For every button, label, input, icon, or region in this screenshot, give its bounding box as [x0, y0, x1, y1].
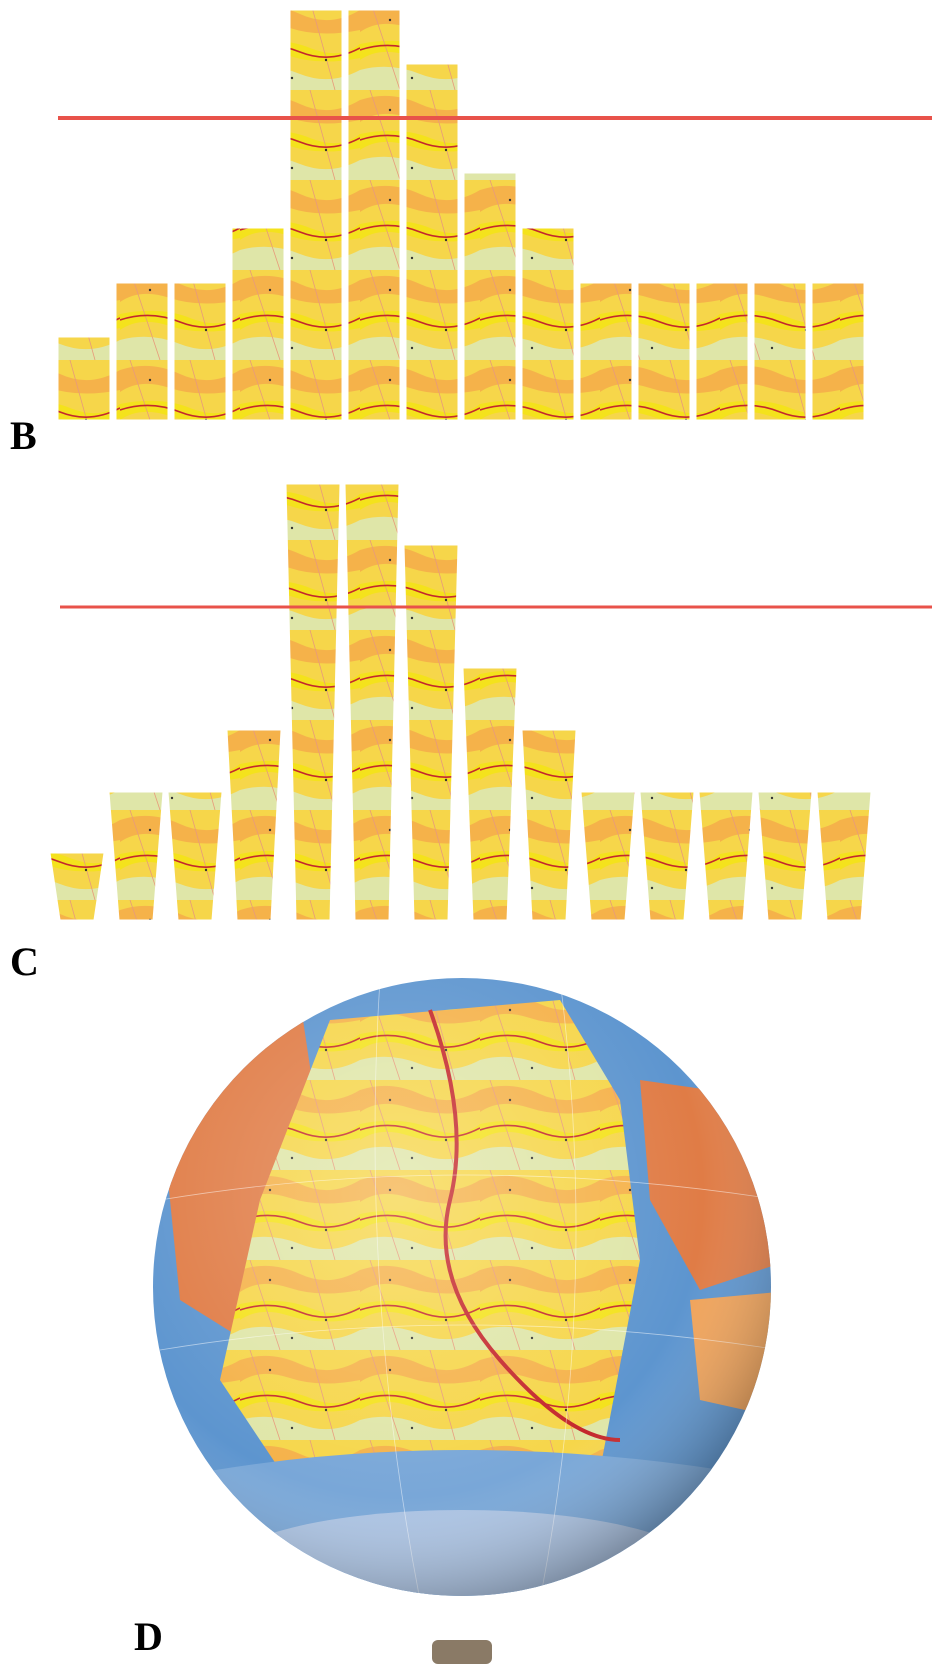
panel-label-b: B [10, 413, 37, 458]
panel-c-strip-5 [285, 483, 341, 921]
panel-b-strip-5 [289, 9, 343, 421]
panel-b-strip-10 [579, 282, 633, 421]
panel-c-strip-6 [344, 483, 400, 921]
panel-c-strip-9 [521, 729, 577, 921]
panel-c-strip-1 [49, 852, 105, 921]
panel-c-strip-11 [639, 791, 695, 921]
panel-c-strip-14 [816, 791, 872, 921]
panel-b-strip-1 [57, 336, 111, 421]
panel-label-d: D [134, 1614, 163, 1659]
panel-b-strip-8 [463, 172, 517, 421]
panel-b-strip-11 [637, 282, 691, 421]
panel-b-strip-13 [753, 282, 807, 421]
panel-c-strip-2 [108, 791, 164, 921]
panel-c-strip-3 [167, 791, 223, 921]
panel-c-strip-13 [757, 791, 813, 921]
panel-b-strip-6 [347, 9, 401, 421]
panel-b-strip-12 [695, 282, 749, 421]
panel-b-strip-4 [231, 227, 285, 421]
panel-b-strip-7 [405, 63, 459, 421]
panel-c-strip-8 [462, 667, 518, 921]
panel-b-strip-9 [521, 227, 575, 421]
panel-b-strip-14 [811, 282, 865, 421]
panel-b-strip-3 [173, 282, 227, 421]
panel-c-strip-7 [403, 544, 459, 921]
globe-mount-knob [432, 1640, 492, 1664]
panel-b-strip-2 [115, 282, 169, 421]
panel-c-strip-12 [698, 791, 754, 921]
globe [153, 978, 771, 1664]
panel-c-strip-10 [580, 791, 636, 921]
panel-b-strips [57, 9, 865, 421]
panel-label-c: C [10, 939, 39, 984]
panel-c-strips [49, 483, 872, 921]
panel-c-strip-4 [226, 729, 282, 921]
